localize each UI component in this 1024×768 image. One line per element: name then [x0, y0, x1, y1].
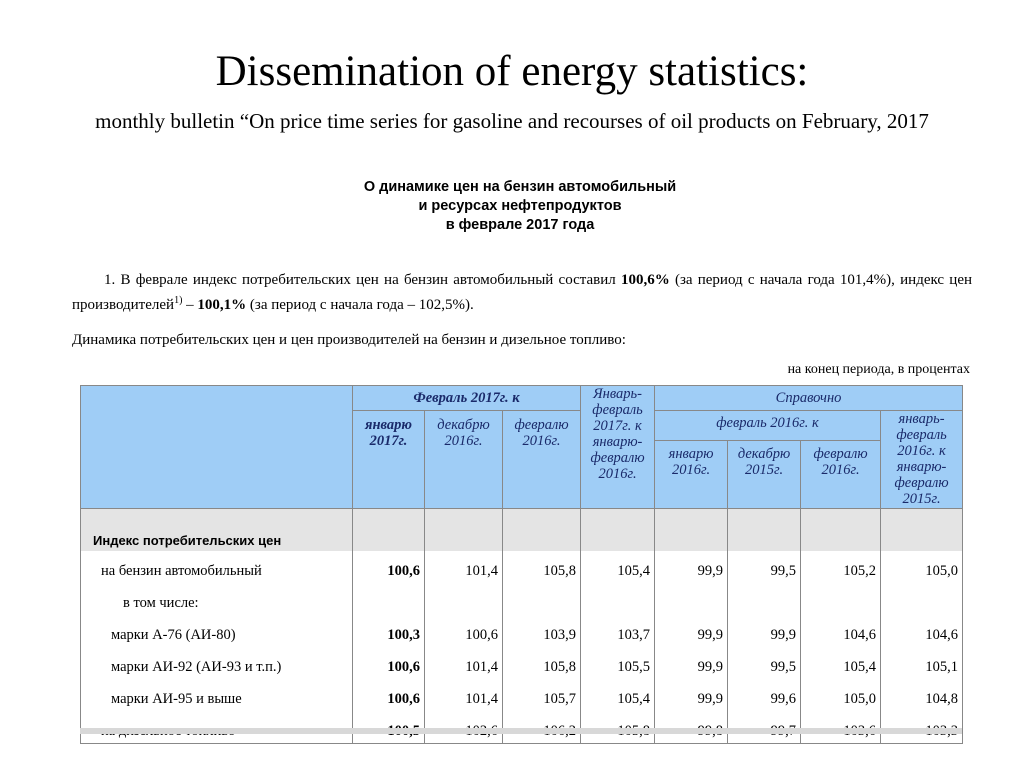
document-title: О динамике цен на бензин автомобильный и…	[0, 178, 1024, 235]
header-cell: декабрю 2016г.	[424, 410, 503, 509]
value-cell: 105,5	[580, 647, 656, 679]
header-cell: февралю 2016г.	[501, 410, 582, 509]
value-cell: 101,4	[424, 551, 503, 583]
header-cell: декабрю 2015г.	[727, 440, 802, 509]
cell	[501, 583, 582, 615]
value-cell: 100,3	[352, 615, 425, 647]
value-cell: 100,6	[424, 615, 503, 647]
cell	[800, 583, 882, 615]
cell	[654, 583, 729, 615]
text: (за период с начала года – 102,5%).	[246, 297, 474, 313]
value-cell: 105,2	[800, 551, 882, 583]
header-cell: январю 2016г.	[654, 440, 729, 509]
slide-title: Dissemination of energy statistics:	[215, 48, 809, 95]
value-cell: 103,7	[580, 615, 656, 647]
data-row: марки А-76 (АИ-80) 100,3 100,6 103,9 103,7 99…	[80, 615, 964, 647]
value-cell: 105,1	[880, 647, 964, 679]
header-cell: Справочно	[654, 385, 964, 411]
cell	[580, 583, 656, 615]
paragraph: 1. В феврале индекс потребительских цен …	[72, 268, 972, 318]
value-cell: 105,4	[580, 551, 656, 583]
row-label: марки АИ-95 и выше	[80, 679, 353, 711]
value-cell: 99,8	[654, 711, 729, 744]
value-cell: 105,8	[501, 551, 582, 583]
header-cell	[80, 385, 353, 509]
cell	[727, 508, 802, 551]
value-cell: 99,9	[727, 615, 802, 647]
document-title-line: и ресурсах нефтепродуктов	[418, 198, 622, 214]
text-bold: 100,6%	[620, 272, 670, 288]
price-table: Февраль 2017г. к Январь-февраль 2017г. к…	[80, 385, 964, 744]
footnote-ref: 1)	[174, 295, 183, 306]
cell	[424, 508, 503, 551]
data-row: на бензин автомобильный 100,6 101,4 105,8 10…	[80, 551, 964, 583]
value-cell: 102,6	[424, 711, 503, 744]
header-cell: Февраль 2017г. к	[351, 385, 582, 411]
data-row: в том числе:	[80, 583, 964, 615]
row-label: в том числе:	[80, 583, 353, 615]
value-cell: 105,0	[880, 551, 964, 583]
row-label: марки А-76 (АИ-80)	[80, 615, 353, 647]
value-cell: 99,9	[654, 647, 729, 679]
unit-note: на конец периода, в процентах	[787, 362, 970, 377]
text: (за период с начала года 101,4%), индекс…	[72, 272, 973, 313]
value-cell: 105,0	[800, 679, 882, 711]
value-cell: 99,5	[727, 647, 802, 679]
value-cell: 99,9	[654, 679, 729, 711]
value-cell: 105,4	[580, 679, 656, 711]
data-row: марки АИ-92 (АИ-93 и т.п.) 100,6 101,4 105,…	[80, 647, 964, 679]
row-label: на дизельное топливо	[80, 711, 353, 744]
value-cell: 105,7	[501, 679, 582, 711]
cell	[654, 508, 729, 551]
text: 1. В феврале индекс потребительских цен …	[104, 272, 621, 288]
row-label: на бензин автомобильный	[80, 551, 353, 583]
value-cell: 100,6	[352, 679, 425, 711]
cell	[880, 508, 964, 551]
value-cell: 99,9	[654, 615, 729, 647]
value-cell: 103,9	[501, 615, 582, 647]
value-cell: 99,9	[654, 551, 729, 583]
section-row: Индекс потребительских цен	[80, 508, 964, 551]
cell	[880, 583, 964, 615]
value-cell: 101,4	[424, 679, 503, 711]
row-label: марки АИ-92 (АИ-93 и т.п.)	[80, 647, 353, 679]
table-caption: Динамика потребительских цен и цен произ…	[72, 332, 626, 348]
data-row: марки АИ-95 и выше 100,6 101,4 105,7 105,4 99…	[80, 679, 964, 711]
data-row: на дизельное топливо100,5102,6106,2105,8…	[80, 711, 964, 744]
slide-subtitle: monthly bulletin “On price time series f…	[95, 109, 929, 133]
value-cell: 99,5	[727, 551, 802, 583]
value-cell: 104,6	[880, 615, 964, 647]
value-cell: 100,6	[352, 551, 425, 583]
cell	[352, 583, 425, 615]
value-cell: 104,6	[800, 615, 882, 647]
document-title-line: в феврале 2017 года	[445, 217, 595, 233]
cell	[501, 508, 582, 551]
section-label: Индекс потребительских цен	[80, 508, 353, 551]
text: –	[182, 297, 198, 313]
header-cell: февраль 2016г. к	[654, 410, 882, 441]
value-cell: 100,6	[352, 647, 425, 679]
header-cell: январь-февраль 2016г. к январю-февралю 2…	[880, 410, 964, 509]
cell	[580, 508, 656, 551]
value-cell: 103,3	[880, 711, 964, 744]
text-bold: 100,1%	[197, 297, 247, 313]
header-cell: февралю 2016г.	[800, 440, 882, 509]
header-cell: Январь-февраль 2017г. к январю-февралю 2…	[580, 385, 656, 509]
cell	[800, 508, 882, 551]
value-cell: 105,8	[501, 647, 582, 679]
cell	[352, 508, 425, 551]
table-continuation	[80, 728, 962, 734]
value-cell: 99,6	[727, 679, 802, 711]
header-cell: январю 2017г.	[352, 410, 425, 509]
table-body: Индекс потребительских цен на бензин авто…	[80, 508, 964, 744]
value-cell: 101,4	[424, 647, 503, 679]
value-cell: 104,8	[880, 679, 964, 711]
document-title-line: О динамике цен на бензин автомобильный	[363, 179, 677, 195]
value-cell: 105,4	[800, 647, 882, 679]
cell	[727, 583, 802, 615]
cell	[424, 583, 503, 615]
